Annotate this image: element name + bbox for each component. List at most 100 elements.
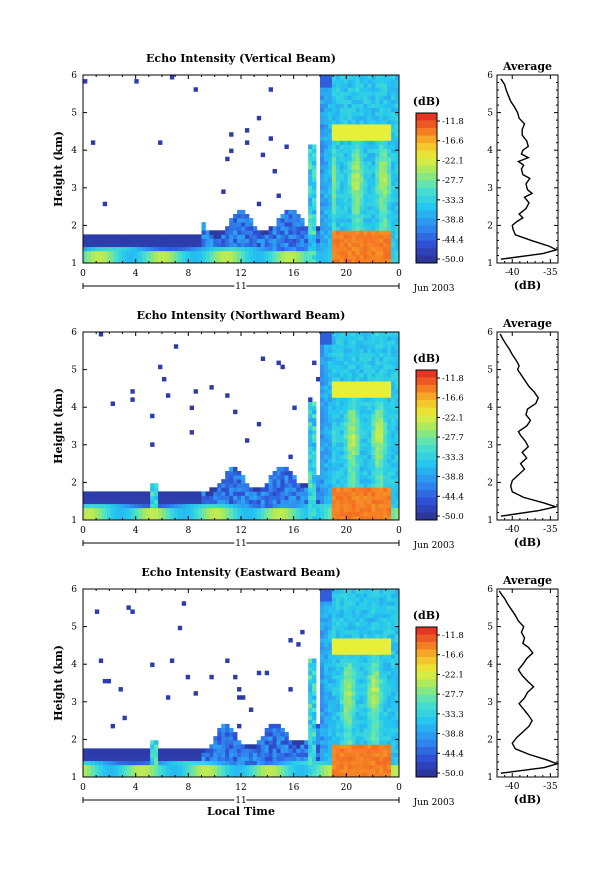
heatmap-cell bbox=[383, 369, 387, 373]
heatmap-cell bbox=[344, 748, 348, 752]
heatmap-cell bbox=[371, 642, 375, 646]
colorbar-step bbox=[416, 113, 437, 121]
heatmap-cell bbox=[356, 230, 360, 234]
heatmap-cell bbox=[391, 601, 395, 605]
heatmap-cell bbox=[320, 667, 324, 671]
heatmap-cell bbox=[360, 752, 364, 756]
heatmap-cell bbox=[348, 397, 352, 401]
heatmap-cell bbox=[308, 153, 312, 157]
heatmap-cell bbox=[344, 140, 348, 144]
heatmap-cell bbox=[328, 654, 332, 658]
heatmap-cell bbox=[332, 157, 336, 161]
heatmap-cell bbox=[320, 189, 324, 193]
heatmap-cell bbox=[367, 434, 371, 438]
heatmap-cell bbox=[340, 381, 344, 385]
heatmap-cell bbox=[312, 177, 316, 181]
heatmap-cell bbox=[375, 177, 379, 181]
heatmap-cell bbox=[308, 161, 312, 165]
heatmap-cell bbox=[356, 238, 360, 242]
profile-y-tick-label: 4 bbox=[487, 146, 493, 156]
heatmap-cell bbox=[261, 765, 265, 769]
heatmap-cell bbox=[328, 357, 332, 361]
heatmap-cell bbox=[356, 687, 360, 691]
heatmap-cell bbox=[344, 414, 348, 418]
heatmap-cell bbox=[367, 100, 371, 104]
heatmap-cell bbox=[178, 757, 182, 761]
heatmap-cell bbox=[328, 634, 332, 638]
heatmap-cell bbox=[170, 769, 174, 773]
heatmap-cell bbox=[205, 504, 209, 508]
heatmap-cell bbox=[344, 120, 348, 124]
heatmap-cell bbox=[130, 491, 134, 495]
heatmap-cell bbox=[391, 381, 395, 385]
heatmap-cell bbox=[213, 238, 217, 242]
heatmap-cell bbox=[367, 491, 371, 495]
heatmap-cell bbox=[340, 634, 344, 638]
heatmap-cell bbox=[142, 765, 146, 769]
heatmap-cell bbox=[387, 642, 391, 646]
heatmap-cell bbox=[379, 157, 383, 161]
heatmap-cell bbox=[360, 491, 364, 495]
heatmap-cell bbox=[284, 765, 288, 769]
heatmap-cell bbox=[383, 108, 387, 112]
heatmap-cell bbox=[356, 352, 360, 356]
heatmap-cell bbox=[221, 495, 225, 499]
colorbar-tick-label: -50.0 bbox=[442, 255, 464, 265]
heatmap-cell bbox=[383, 189, 387, 193]
heatmap-cell bbox=[320, 504, 324, 508]
heatmap-cell bbox=[138, 243, 142, 247]
heatmap-cell bbox=[356, 132, 360, 136]
heatmap-cell bbox=[360, 177, 364, 181]
heatmap-cell bbox=[233, 226, 237, 230]
heatmap-cell bbox=[130, 247, 134, 251]
heatmap-cell bbox=[273, 251, 277, 255]
heatmap-cell bbox=[158, 500, 162, 504]
heatmap-cell bbox=[363, 609, 367, 613]
heatmap-cell bbox=[316, 251, 320, 255]
heatmap-cell bbox=[324, 459, 328, 463]
heatmap-cell bbox=[352, 593, 356, 597]
heatmap-cell bbox=[209, 491, 213, 495]
heatmap-cell bbox=[375, 194, 379, 198]
heatmap-cell bbox=[273, 491, 277, 495]
heatmap-cell bbox=[356, 247, 360, 251]
heatmap-cell bbox=[356, 430, 360, 434]
heatmap-cell bbox=[340, 352, 344, 356]
heatmap-cell bbox=[332, 210, 336, 214]
heatmap-cell bbox=[324, 703, 328, 707]
heatmap-cell bbox=[387, 634, 391, 638]
heatmap-cell bbox=[356, 451, 360, 455]
heatmap-cell bbox=[154, 243, 158, 247]
heatmap-cell bbox=[198, 512, 202, 516]
heatmap-cell bbox=[316, 748, 320, 752]
heatmap-cell bbox=[300, 491, 304, 495]
heatmap-cell bbox=[375, 622, 379, 626]
heatmap-cell bbox=[367, 124, 371, 128]
heatmap-cell bbox=[348, 451, 352, 455]
heatmap-cell bbox=[356, 744, 360, 748]
heatmap-cell bbox=[387, 393, 391, 397]
heatmap-cell bbox=[249, 247, 253, 251]
heatmap-cell bbox=[371, 173, 375, 177]
heatmap-cell bbox=[360, 630, 364, 634]
heatmap-cell bbox=[383, 708, 387, 712]
heatmap-cell bbox=[328, 712, 332, 716]
heatmap-cell bbox=[391, 406, 395, 410]
heatmap-cell bbox=[340, 438, 344, 442]
heatmap-cell bbox=[154, 238, 158, 242]
heatmap-cell bbox=[336, 381, 340, 385]
heatmap-cell bbox=[379, 251, 383, 255]
heatmap-cell bbox=[356, 638, 360, 642]
heatmap-cell bbox=[308, 194, 312, 198]
heatmap-cell bbox=[356, 104, 360, 108]
heatmap-cell bbox=[332, 667, 336, 671]
heatmap-cell bbox=[332, 675, 336, 679]
heatmap-cell bbox=[332, 153, 336, 157]
heatmap-cell bbox=[375, 626, 379, 630]
heatmap-cell bbox=[273, 230, 277, 234]
heatmap-cell bbox=[391, 438, 395, 442]
heatmap-cell bbox=[340, 222, 344, 226]
heatmap-cell bbox=[391, 181, 395, 185]
heatmap-cell bbox=[391, 765, 395, 769]
heatmap-cell bbox=[344, 487, 348, 491]
